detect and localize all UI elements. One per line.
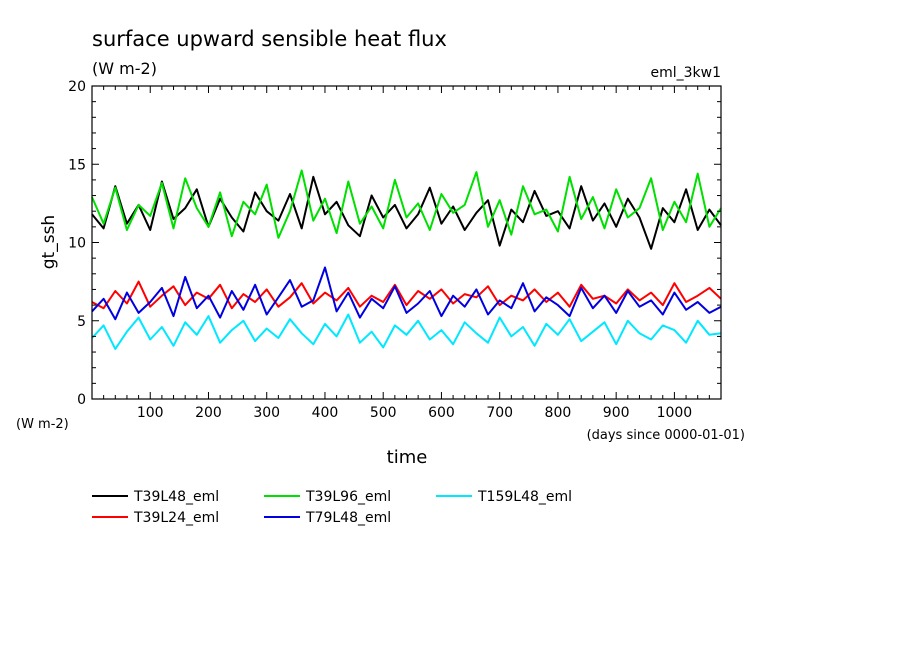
legend-label: T159L48_eml — [477, 489, 572, 505]
y-tick-label: 10 — [68, 236, 86, 252]
y-tick-label: 20 — [68, 79, 86, 95]
plot-frame — [91, 85, 722, 400]
x-tick-label: 600 — [428, 405, 455, 421]
y-tick-label: 0 — [77, 392, 86, 408]
series-line-T39L48_eml — [91, 175, 722, 250]
experiment-tag: eml_3kw1 — [650, 65, 721, 81]
legend: T39L48_eml T39L96_eml T159L48_eml T39L24_em… — [92, 489, 572, 526]
x-tick-label: 500 — [370, 405, 397, 421]
series-line-T39L24_eml — [91, 280, 722, 310]
legend-item-T39L24_eml: T39L24_eml — [92, 510, 219, 526]
tick-labels-layer: 100 200 300 400 500 600 700 800 900 1000 0 5 10 15 20 — [68, 79, 692, 421]
x-tick-label: 100 — [137, 405, 164, 421]
y-axis-label: gt_ssh — [39, 215, 59, 269]
y-tick-label: 15 — [68, 157, 86, 173]
x-tick-label: 200 — [195, 405, 222, 421]
x-tick-label: 400 — [312, 405, 339, 421]
x-tick-label: 700 — [486, 405, 513, 421]
series-line-T159L48_eml — [91, 313, 722, 350]
legend-item-T39L48_eml: T39L48_eml — [92, 489, 219, 505]
legend-item-T159L48_eml: T159L48_eml — [436, 489, 572, 505]
y-axis-units: (W m-2) — [16, 417, 69, 432]
x-tick-label: 300 — [253, 405, 280, 421]
x-axis-units: (days since 0000-01-01) — [587, 428, 745, 443]
ticks-layer — [92, 86, 721, 399]
chart-subtitle: (W m-2) — [92, 59, 157, 78]
x-tick-label: 1000 — [657, 405, 693, 421]
legend-label: T39L24_eml — [133, 510, 219, 526]
x-axis-label: time — [387, 447, 428, 468]
x-tick-label: 900 — [603, 405, 630, 421]
series-line-T79L48_eml — [91, 266, 722, 321]
legend-item-T79L48_eml: T79L48_eml — [264, 510, 391, 526]
chart-title: surface upward sensible heat flux — [92, 27, 447, 51]
legend-label: T39L96_eml — [305, 489, 391, 505]
series-layer — [91, 169, 722, 350]
y-tick-label: 5 — [77, 314, 86, 330]
x-tick-label: 800 — [545, 405, 572, 421]
legend-label: T79L48_eml — [305, 510, 391, 526]
series-line-T39L96_eml — [91, 169, 722, 239]
legend-label: T39L48_eml — [133, 489, 219, 505]
legend-item-T39L96_eml: T39L96_eml — [264, 489, 391, 505]
